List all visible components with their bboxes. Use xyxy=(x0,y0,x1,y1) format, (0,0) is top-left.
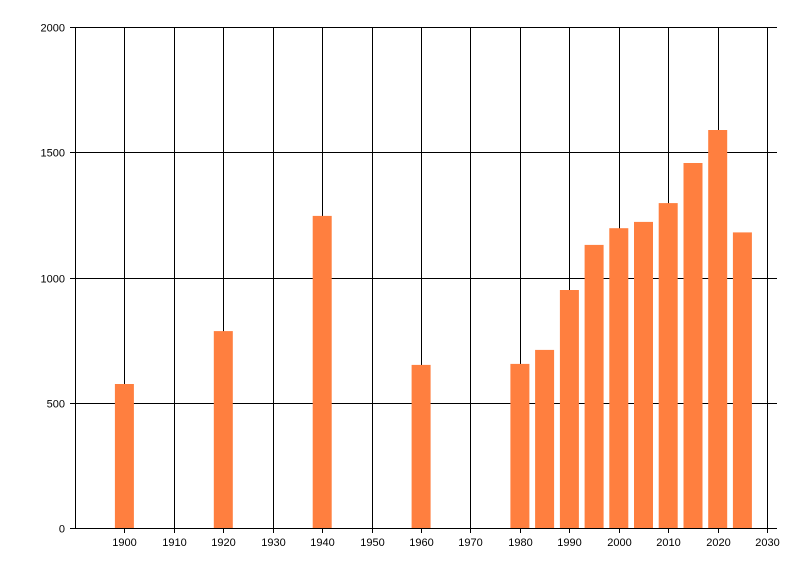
x-tick-label: 2000 xyxy=(607,537,631,549)
x-tick-label: 2020 xyxy=(706,537,730,549)
y-axis-ticks: 0 500 1000 1500 2000 xyxy=(41,23,75,536)
bar-1985 xyxy=(535,349,555,528)
x-tick-label: 1950 xyxy=(360,537,384,549)
x-tick-label: 1980 xyxy=(508,537,532,549)
bar-2025 xyxy=(732,232,752,528)
x-tick-label: 1920 xyxy=(211,537,235,549)
bar-2000 xyxy=(609,228,629,528)
x-tick-label: 1900 xyxy=(112,537,136,549)
axes xyxy=(75,27,777,529)
bar-2005 xyxy=(634,221,653,528)
x-tick-label: 1990 xyxy=(557,537,581,549)
bar-1960 xyxy=(411,364,431,528)
y-tick-label: 500 xyxy=(47,399,65,411)
bar-1995 xyxy=(584,244,604,528)
x-axis-ticks: 1900 1910 1920 1930 1940 1950 1960 1970 1980 1990… xyxy=(112,528,780,549)
x-tick-label: 1910 xyxy=(162,537,186,549)
x-tick-label: 2030 xyxy=(755,537,779,549)
bar-2020 xyxy=(708,130,728,528)
x-tick-label: 1960 xyxy=(409,537,433,549)
x-tick-label: 1940 xyxy=(310,537,334,549)
y-tick-label: 0 xyxy=(59,524,65,536)
x-tick-label: 1930 xyxy=(261,537,285,549)
x-tick-label: 2010 xyxy=(656,537,680,549)
bar-1900 xyxy=(114,384,134,528)
y-tick-label: 1000 xyxy=(41,274,65,286)
y-tick-label: 2000 xyxy=(41,23,65,35)
bar-2015 xyxy=(683,163,703,528)
bar-1920 xyxy=(213,331,233,528)
bar-2010 xyxy=(658,203,678,528)
bar-1940 xyxy=(312,215,332,528)
y-tick-label: 1500 xyxy=(41,148,65,160)
bar-1980 xyxy=(510,363,530,528)
bar-1990 xyxy=(559,290,579,528)
x-tick-label: 1970 xyxy=(458,537,482,549)
bars-group xyxy=(114,130,752,528)
